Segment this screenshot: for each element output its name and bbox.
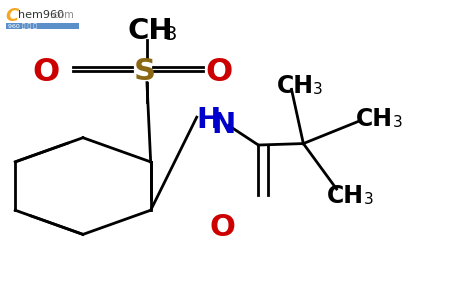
Text: 3: 3 [165,25,177,44]
Text: C: C [6,7,19,25]
Text: O: O [32,57,59,88]
Text: 3: 3 [364,192,374,207]
Text: S: S [134,57,156,86]
Text: .com: .com [50,10,73,20]
Text: 3: 3 [313,82,323,97]
FancyBboxPatch shape [6,23,79,29]
Text: hem960: hem960 [18,10,64,20]
Text: CH: CH [327,184,364,208]
Text: O: O [206,57,233,88]
Text: CH: CH [277,74,314,98]
Text: N: N [211,110,235,139]
Text: CH: CH [356,107,392,131]
Text: 960 化 工 网: 960 化 工 网 [8,23,36,29]
Text: CH: CH [128,17,173,45]
Text: O: O [210,213,236,241]
Text: 3: 3 [392,115,402,130]
Text: H: H [197,106,221,134]
